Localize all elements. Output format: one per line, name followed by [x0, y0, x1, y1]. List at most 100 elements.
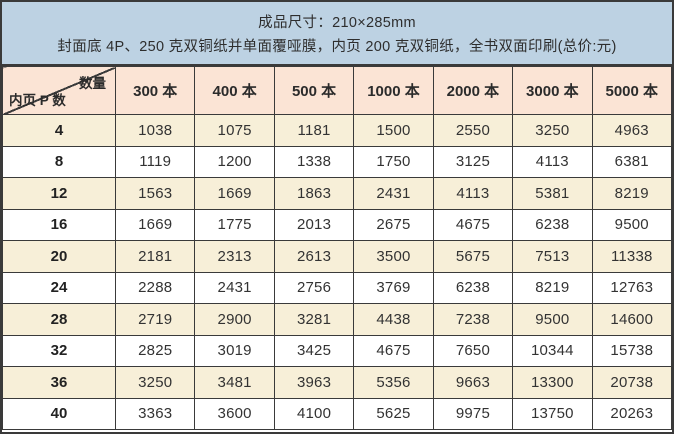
price-cell: 10344 [512, 334, 593, 367]
column-header: 5000 本 [591, 66, 672, 115]
price-cell: 1038 [114, 114, 196, 147]
price-cell: 5675 [432, 240, 514, 273]
price-cell: 3425 [273, 334, 355, 367]
price-cell: 6238 [512, 208, 593, 241]
table-row: 16 1669 1775 2013 2675 4675 6238 9500 [2, 208, 672, 241]
price-cell: 8219 [591, 177, 672, 210]
price-table-wrap: 数量 内页 P 数 300 本 400 本 500 本 1000 本 2000 本 300… [2, 66, 672, 432]
price-cell: 11338 [591, 240, 672, 273]
price-cell: 2431 [353, 177, 434, 210]
price-cell: 12763 [591, 271, 672, 304]
price-cell: 1750 [353, 145, 434, 178]
price-cell: 3281 [273, 303, 355, 336]
price-cell: 3500 [353, 240, 434, 273]
table-row: 12 1563 1669 1863 2431 4113 5381 8219 [2, 177, 672, 210]
price-cell: 2288 [114, 271, 196, 304]
price-cell: 7650 [432, 334, 514, 367]
table-row: 24 2288 2431 2756 3769 6238 8219 12763 [2, 271, 672, 304]
row-header-pages: 16 [2, 208, 116, 241]
price-cell: 2181 [114, 240, 196, 273]
price-cell: 3250 [114, 366, 196, 399]
price-cell: 2431 [194, 271, 275, 304]
price-cell: 4113 [432, 177, 514, 210]
column-header-row: 数量 内页 P 数 300 本 400 本 500 本 1000 本 2000 本 300… [2, 66, 672, 115]
spec-header-line1: 成品尺寸：210×285mm [258, 14, 416, 31]
price-cell: 3963 [273, 366, 355, 399]
quantity-axis-label: 数量 [79, 76, 106, 91]
row-header-pages: 36 [2, 366, 116, 399]
price-cell: 2613 [273, 240, 355, 273]
price-cell: 13300 [512, 366, 593, 399]
price-cell: 6238 [432, 271, 514, 304]
price-cell: 4675 [353, 334, 434, 367]
price-cell: 9663 [432, 366, 514, 399]
price-cell: 2900 [194, 303, 275, 336]
row-header-pages: 20 [2, 240, 116, 273]
price-cell: 1200 [194, 145, 275, 178]
price-cell: 3250 [512, 114, 593, 147]
price-cell: 5381 [512, 177, 593, 210]
spec-header: 成品尺寸：210×285mm 封面底 4P、250 克双铜纸并单面覆哑膜，内页 … [2, 2, 672, 66]
price-cell: 2675 [353, 208, 434, 241]
price-cell: 4100 [273, 397, 355, 430]
row-header-pages: 8 [2, 145, 116, 178]
price-cell: 2756 [273, 271, 355, 304]
price-cell: 9500 [591, 208, 672, 241]
price-cell: 1563 [114, 177, 196, 210]
column-header: 300 本 [114, 66, 196, 115]
row-header-pages: 12 [2, 177, 116, 210]
spec-header-line2: 封面底 4P、250 克双铜纸并单面覆哑膜，内页 200 克双铜纸，全书双面印刷… [57, 38, 617, 55]
price-cell: 2719 [114, 303, 196, 336]
price-cell: 2825 [114, 334, 196, 367]
price-cell: 1775 [194, 208, 275, 241]
price-cell: 5356 [353, 366, 434, 399]
price-table-body: 4 1038 1075 1181 1500 2550 3250 4963 8 1119 1200 13… [2, 114, 672, 430]
price-cell: 2013 [273, 208, 355, 241]
price-cell: 3125 [432, 145, 514, 178]
price-cell: 2313 [194, 240, 275, 273]
price-cell: 1669 [194, 177, 275, 210]
price-cell: 3019 [194, 334, 275, 367]
pages-axis-label: 内页 P 数 [9, 93, 66, 108]
price-cell: 20738 [591, 366, 672, 399]
price-cell: 3769 [353, 271, 434, 304]
row-header-pages: 28 [2, 303, 116, 336]
price-cell: 6381 [591, 145, 672, 178]
price-cell: 14600 [591, 303, 672, 336]
price-table: 数量 内页 P 数 300 本 400 本 500 本 1000 本 2000 本 300… [2, 66, 672, 430]
price-cell: 4113 [512, 145, 593, 178]
row-header-pages: 24 [2, 271, 116, 304]
row-header-pages: 4 [2, 114, 116, 147]
price-cell: 3363 [114, 397, 196, 430]
column-header: 2000 本 [432, 66, 514, 115]
table-row: 36 3250 3481 3963 5356 9663 13300 20738 [2, 366, 672, 399]
price-cell: 1338 [273, 145, 355, 178]
row-header-pages: 32 [2, 334, 116, 367]
table-row: 28 2719 2900 3281 4438 7238 9500 14600 [2, 303, 672, 336]
price-cell: 4438 [353, 303, 434, 336]
price-cell: 15738 [591, 334, 672, 367]
price-cell: 1181 [273, 114, 355, 147]
price-cell: 3600 [194, 397, 275, 430]
price-cell: 1119 [114, 145, 196, 178]
price-cell: 9500 [512, 303, 593, 336]
price-cell: 2550 [432, 114, 514, 147]
column-header: 3000 本 [512, 66, 593, 115]
table-row: 8 1119 1200 1338 1750 3125 4113 6381 [2, 145, 672, 178]
row-header-pages: 40 [2, 397, 116, 430]
table-row: 20 2181 2313 2613 3500 5675 7513 11338 [2, 240, 672, 273]
column-header: 400 本 [194, 66, 275, 115]
price-cell: 1075 [194, 114, 275, 147]
price-cell: 8219 [512, 271, 593, 304]
price-cell: 9975 [432, 397, 514, 430]
price-cell: 1669 [114, 208, 196, 241]
price-cell: 1500 [353, 114, 434, 147]
diagonal-header-cell: 数量 内页 P 数 [2, 66, 116, 115]
price-cell: 3481 [194, 366, 275, 399]
column-header: 1000 本 [353, 66, 434, 115]
price-cell: 4675 [432, 208, 514, 241]
table-row: 4 1038 1075 1181 1500 2550 3250 4963 [2, 114, 672, 147]
table-row: 32 2825 3019 3425 4675 7650 10344 15738 [2, 334, 672, 367]
price-cell: 1863 [273, 177, 355, 210]
price-cell: 5625 [353, 397, 434, 430]
